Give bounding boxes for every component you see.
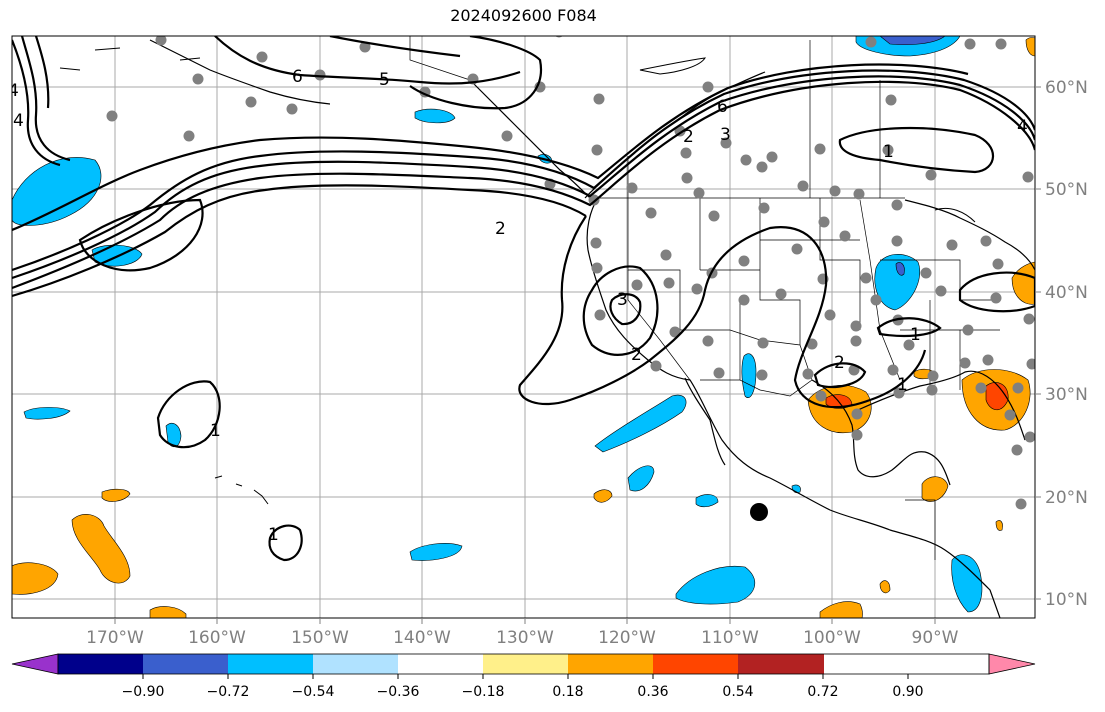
negative-anomaly-areas bbox=[12, 36, 983, 613]
contour-label: 6 bbox=[292, 67, 303, 87]
map-frame bbox=[11, 35, 1036, 619]
lon-label: 170°W bbox=[86, 628, 144, 648]
lon-label: 110°W bbox=[701, 628, 759, 648]
colorbar-segment bbox=[58, 654, 144, 674]
lat-label: 50°N bbox=[1045, 180, 1088, 200]
contour-lines bbox=[12, 36, 1035, 562]
lon-label: 160°W bbox=[188, 628, 246, 648]
contour-label: 3 bbox=[720, 125, 731, 145]
colorbar-right-extension bbox=[988, 653, 1036, 675]
contour-label: 2 bbox=[631, 345, 642, 365]
colorbar-segment bbox=[483, 654, 569, 674]
colorbar-tick-label: −0.36 bbox=[377, 684, 420, 700]
colorbar-tick-label: −0.18 bbox=[462, 684, 505, 700]
storm-center-marker bbox=[750, 503, 768, 521]
longitude-labels: 170°W 160°W 150°W 140°W 130°W 120°W 110°… bbox=[86, 628, 959, 648]
colorbar-tick-label: 0.54 bbox=[722, 684, 753, 700]
contour-label: 1 bbox=[210, 421, 221, 441]
map-title: 2024092600 F084 bbox=[450, 6, 597, 25]
graticule bbox=[12, 36, 1035, 618]
contour-label: 2 bbox=[834, 353, 845, 373]
contour-label: 1 bbox=[910, 325, 921, 345]
colorbar-frame bbox=[57, 653, 990, 675]
colorbar-segment bbox=[143, 654, 229, 674]
colorbar-tick-label: 0.18 bbox=[552, 684, 583, 700]
colorbar-tick-label: 0.90 bbox=[892, 684, 923, 700]
lat-label: 10°N bbox=[1045, 590, 1088, 610]
contour-label: 6 bbox=[717, 97, 728, 117]
colorbar-segment bbox=[653, 654, 739, 674]
lat-label: 20°N bbox=[1045, 488, 1088, 508]
lon-label: 130°W bbox=[496, 628, 554, 648]
colorbar-tick-label: 0.72 bbox=[807, 684, 838, 700]
colorbar: −0.90 −0.72 −0.54 −0.36 −0.18 0.18 0.36 … bbox=[11, 653, 1036, 700]
contour-label: 3 bbox=[617, 290, 628, 310]
positive-anomaly-areas bbox=[12, 37, 1035, 618]
contour-label: 1 bbox=[268, 525, 279, 545]
lat-label: 40°N bbox=[1045, 283, 1088, 303]
colorbar-segment bbox=[738, 654, 824, 674]
contour-label: 2 bbox=[495, 219, 506, 239]
axis-ticks bbox=[114, 86, 1041, 624]
contour-label: 1 bbox=[883, 142, 894, 162]
colorbar-left-extension bbox=[11, 653, 59, 675]
colorbar-segment bbox=[313, 654, 399, 674]
latitude-labels: 60°N 50°N 40°N 30°N 20°N 10°N bbox=[1045, 78, 1088, 610]
contour-label-group: 4 4 6 5 2 2 6 3 1 1 1 2 2 3 1 1 4 bbox=[8, 67, 1028, 545]
colorbar-segment bbox=[398, 654, 484, 674]
contour-label: 2 bbox=[683, 127, 694, 147]
contour-label: 4 bbox=[13, 111, 24, 131]
islands bbox=[59, 47, 976, 505]
lon-label: 120°W bbox=[598, 628, 656, 648]
lon-label: 140°W bbox=[393, 628, 451, 648]
colorbar-tick-label: −0.72 bbox=[207, 684, 250, 700]
lon-label: 90°W bbox=[912, 628, 959, 648]
colorbar-tick-label: −0.54 bbox=[292, 684, 335, 700]
map-background bbox=[12, 36, 1035, 618]
lat-label: 60°N bbox=[1045, 78, 1088, 98]
lon-label: 100°W bbox=[803, 628, 861, 648]
lon-label: 150°W bbox=[291, 628, 349, 648]
colorbar-ticks bbox=[142, 674, 909, 679]
colorbar-tick-label: 0.36 bbox=[637, 684, 668, 700]
contour-label: 1 bbox=[897, 375, 908, 395]
lat-label: 30°N bbox=[1045, 385, 1088, 405]
colorbar-tick-label: −0.90 bbox=[122, 684, 165, 700]
contour-label: 5 bbox=[379, 70, 390, 90]
contour-label: 4 bbox=[8, 81, 19, 101]
colorbar-segment bbox=[568, 654, 654, 674]
contour-label: 4 bbox=[1017, 117, 1028, 137]
colorbar-segment bbox=[228, 654, 314, 674]
